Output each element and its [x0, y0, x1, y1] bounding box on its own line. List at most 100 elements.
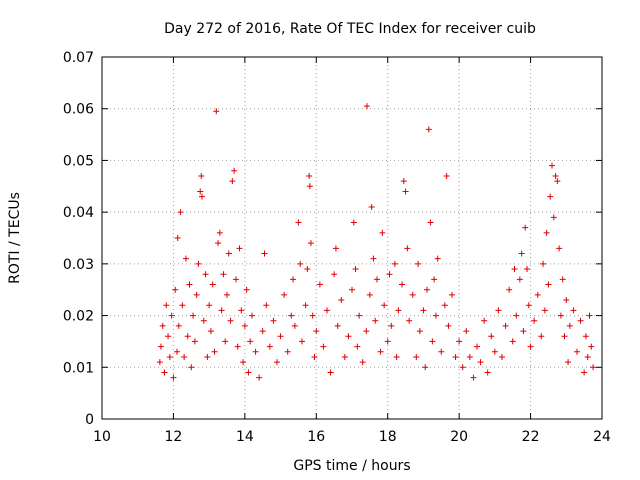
data-point: [502, 322, 509, 329]
data-point: [543, 229, 550, 236]
data-point: [356, 312, 363, 319]
y-tick-label: 0: [85, 412, 94, 428]
data-point: [222, 338, 229, 345]
data-point: [359, 359, 366, 366]
y-tick-label: 0.06: [63, 102, 94, 118]
data-point: [590, 364, 597, 371]
data-point: [174, 235, 181, 241]
data-point: [266, 343, 273, 350]
data-point: [338, 297, 345, 304]
data-point: [379, 229, 386, 236]
y-tick-label: 0.02: [63, 309, 94, 325]
data-point: [466, 353, 473, 360]
data-point: [281, 291, 288, 298]
data-point: [588, 343, 595, 350]
data-point: [399, 281, 405, 288]
data-point: [581, 369, 588, 376]
data-point: [184, 333, 191, 340]
data-point: [306, 172, 313, 179]
data-point: [404, 245, 411, 252]
data-point: [261, 250, 268, 257]
data-point: [216, 229, 223, 236]
data-point: [400, 178, 407, 185]
data-point: [470, 374, 477, 381]
data-point: [207, 328, 214, 335]
data-point: [191, 338, 198, 345]
data-point: [538, 333, 545, 340]
data-point: [213, 108, 220, 115]
data-point: [384, 338, 391, 345]
y-tick-label: 0.04: [63, 205, 94, 221]
data-point: [554, 178, 561, 185]
data-point: [377, 348, 384, 355]
data-point: [334, 322, 341, 329]
data-point: [556, 245, 563, 252]
data-point: [565, 359, 572, 366]
data-point: [516, 276, 523, 283]
data-point: [161, 369, 168, 376]
data-point: [332, 245, 339, 252]
data-point: [297, 260, 304, 267]
data-point: [291, 322, 298, 329]
data-point: [488, 333, 495, 340]
data-point: [370, 255, 377, 262]
data-point: [190, 312, 197, 319]
data-point: [309, 312, 316, 319]
data-point: [175, 322, 182, 329]
data-point: [231, 167, 238, 174]
data-point: [506, 286, 513, 293]
y-tick-label: 0.07: [63, 50, 94, 66]
x-tick-label: 10: [93, 429, 111, 445]
data-point: [232, 276, 239, 283]
data-point: [243, 286, 250, 293]
data-point: [186, 281, 193, 288]
data-point: [393, 353, 400, 360]
data-point: [188, 364, 195, 371]
data-point: [229, 178, 236, 185]
x-tick-label: 16: [307, 429, 325, 445]
data-point: [193, 291, 200, 298]
data-point: [366, 291, 373, 298]
data-point: [413, 353, 420, 360]
x-tick-label: 14: [236, 429, 254, 445]
data-point: [474, 343, 480, 350]
data-point: [557, 312, 564, 319]
data-point: [172, 286, 179, 293]
data-point: [531, 317, 538, 324]
data-point: [252, 348, 259, 355]
data-point: [499, 353, 505, 360]
data-point: [452, 353, 459, 360]
data-point: [463, 328, 470, 335]
data-point: [570, 307, 577, 314]
data-point: [545, 281, 552, 288]
data-point: [170, 374, 177, 381]
data-point: [249, 312, 255, 319]
data-point: [527, 343, 534, 350]
data-point: [177, 209, 184, 216]
data-point: [313, 328, 320, 335]
data-point: [582, 333, 589, 340]
data-point: [524, 266, 530, 273]
data-point: [511, 266, 518, 273]
data-point: [381, 302, 388, 309]
data-point: [481, 317, 488, 324]
data-point: [374, 276, 380, 283]
data-point: [290, 276, 297, 283]
data-point: [327, 369, 334, 376]
data-point: [306, 183, 313, 190]
data-point: [179, 302, 186, 309]
data-point: [197, 188, 204, 195]
data-point: [331, 271, 338, 278]
data-point: [206, 302, 213, 309]
data-point: [284, 348, 291, 355]
data-point: [316, 281, 323, 288]
data-point: [352, 266, 359, 273]
data-point: [224, 291, 230, 298]
data-point: [584, 353, 591, 360]
data-point: [395, 307, 402, 314]
y-tick-label: 0.01: [63, 360, 94, 376]
data-point: [218, 307, 225, 314]
data-point: [227, 317, 234, 324]
data-point: [525, 302, 532, 309]
